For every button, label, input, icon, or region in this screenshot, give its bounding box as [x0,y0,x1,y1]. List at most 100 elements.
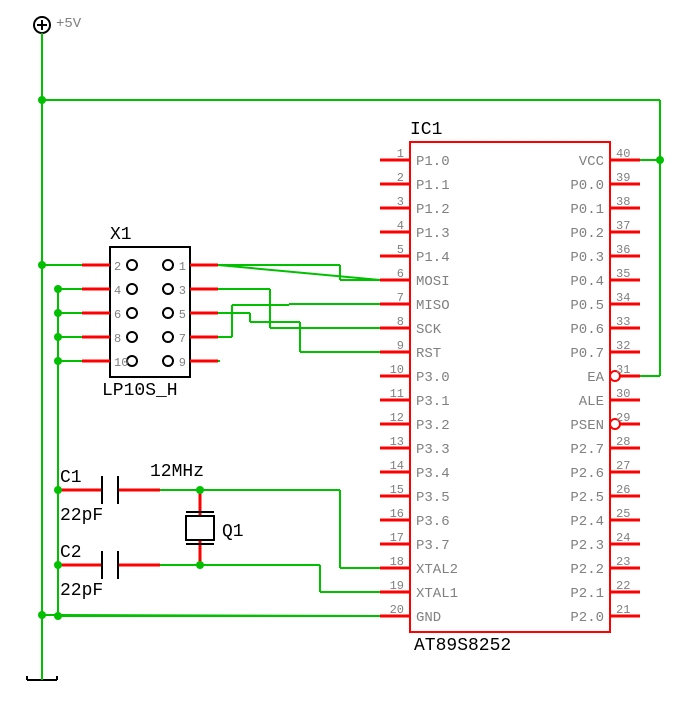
svg-text:11: 11 [390,387,404,401]
svg-text:P1.2: P1.2 [416,202,450,218]
svg-text:P2.3: P2.3 [570,538,604,554]
svg-text:P3.4: P3.4 [416,466,450,482]
svg-text:P2.2: P2.2 [570,562,604,578]
svg-text:32: 32 [616,339,630,353]
svg-text:P0.0: P0.0 [570,178,604,194]
svg-text:22pF: 22pF [60,581,103,601]
svg-text:12MHz: 12MHz [150,462,204,482]
svg-text:18: 18 [390,555,404,569]
svg-text:P2.7: P2.7 [570,442,604,458]
svg-text:10: 10 [390,363,404,377]
svg-text:RST: RST [416,346,441,362]
svg-text:15: 15 [390,483,404,497]
svg-text:P3.1: P3.1 [416,394,450,410]
svg-text:17: 17 [390,531,404,545]
svg-text:16: 16 [390,507,404,521]
svg-text:1: 1 [397,147,404,161]
svg-text:9: 9 [397,339,404,353]
svg-text:27: 27 [616,459,630,473]
svg-text:GND: GND [416,610,441,626]
svg-text:VCC: VCC [579,154,604,170]
svg-text:4: 4 [114,284,121,298]
svg-text:C2: C2 [60,543,82,563]
svg-text:ALE: ALE [579,394,604,410]
svg-text:P3.0: P3.0 [416,370,450,386]
svg-text:P2.6: P2.6 [570,466,604,482]
svg-text:2: 2 [114,260,121,274]
svg-text:P2.4: P2.4 [570,514,604,530]
svg-text:XTAL2: XTAL2 [416,562,458,578]
svg-text:1: 1 [179,260,186,274]
svg-text:P2.0: P2.0 [570,610,604,626]
svg-text:9: 9 [179,356,186,370]
svg-text:36: 36 [616,243,630,257]
svg-text:4: 4 [397,219,404,233]
svg-text:25: 25 [616,507,630,521]
svg-text:LP10S_H: LP10S_H [102,381,178,401]
svg-text:Q1: Q1 [222,522,244,542]
svg-text:28: 28 [616,435,630,449]
svg-text:EA: EA [587,370,604,386]
svg-text:P1.3: P1.3 [416,226,450,242]
svg-text:7: 7 [397,291,404,305]
svg-text:26: 26 [616,483,630,497]
svg-text:29: 29 [616,411,630,425]
svg-text:22: 22 [616,579,630,593]
svg-text:P0.2: P0.2 [570,226,604,242]
svg-text:P0.3: P0.3 [570,250,604,266]
svg-text:35: 35 [616,267,630,281]
svg-text:33: 33 [616,315,630,329]
svg-text:14: 14 [390,459,404,473]
svg-text:C1: C1 [60,468,82,488]
svg-text:7: 7 [179,332,186,346]
svg-text:XTAL1: XTAL1 [416,586,458,602]
svg-text:P1.0: P1.0 [416,154,450,170]
svg-text:34: 34 [616,291,630,305]
svg-text:3: 3 [397,195,404,209]
svg-text:24: 24 [616,531,630,545]
svg-text:P0.1: P0.1 [570,202,604,218]
svg-text:12: 12 [390,411,404,425]
svg-text:P0.4: P0.4 [570,274,604,290]
svg-text:P3.2: P3.2 [416,418,450,434]
svg-text:AT89S8252: AT89S8252 [414,636,511,656]
svg-text:+5V: +5V [56,16,82,32]
svg-text:6: 6 [114,308,121,322]
svg-text:22pF: 22pF [60,506,103,526]
svg-text:PSEN: PSEN [570,418,604,434]
svg-text:10: 10 [114,356,128,370]
svg-text:P3.6: P3.6 [416,514,450,530]
svg-text:SCK: SCK [416,322,442,338]
svg-text:5: 5 [397,243,404,257]
svg-text:39: 39 [616,171,630,185]
svg-text:MOSI: MOSI [416,274,450,290]
svg-text:23: 23 [616,555,630,569]
svg-text:IC1: IC1 [410,120,442,140]
svg-text:P0.6: P0.6 [570,322,604,338]
svg-text:3: 3 [179,284,186,298]
svg-text:P0.5: P0.5 [570,298,604,314]
svg-text:MISO: MISO [416,298,450,314]
svg-text:5: 5 [179,308,186,322]
svg-text:X1: X1 [110,225,132,245]
svg-text:37: 37 [616,219,630,233]
svg-text:13: 13 [390,435,404,449]
svg-text:P0.7: P0.7 [570,346,604,362]
svg-text:P2.1: P2.1 [570,586,604,602]
svg-text:P3.3: P3.3 [416,442,450,458]
svg-text:8: 8 [114,332,121,346]
svg-text:P3.5: P3.5 [416,490,450,506]
svg-text:30: 30 [616,387,630,401]
svg-text:P2.5: P2.5 [570,490,604,506]
svg-text:2: 2 [397,171,404,185]
svg-text:P1.4: P1.4 [416,250,450,266]
svg-text:38: 38 [616,195,630,209]
svg-text:40: 40 [616,147,630,161]
svg-text:31: 31 [616,363,630,377]
svg-text:P3.7: P3.7 [416,538,450,554]
svg-text:6: 6 [397,267,404,281]
svg-text:20: 20 [390,603,404,617]
svg-text:21: 21 [616,603,630,617]
svg-text:P1.1: P1.1 [416,178,450,194]
svg-text:8: 8 [397,315,404,329]
